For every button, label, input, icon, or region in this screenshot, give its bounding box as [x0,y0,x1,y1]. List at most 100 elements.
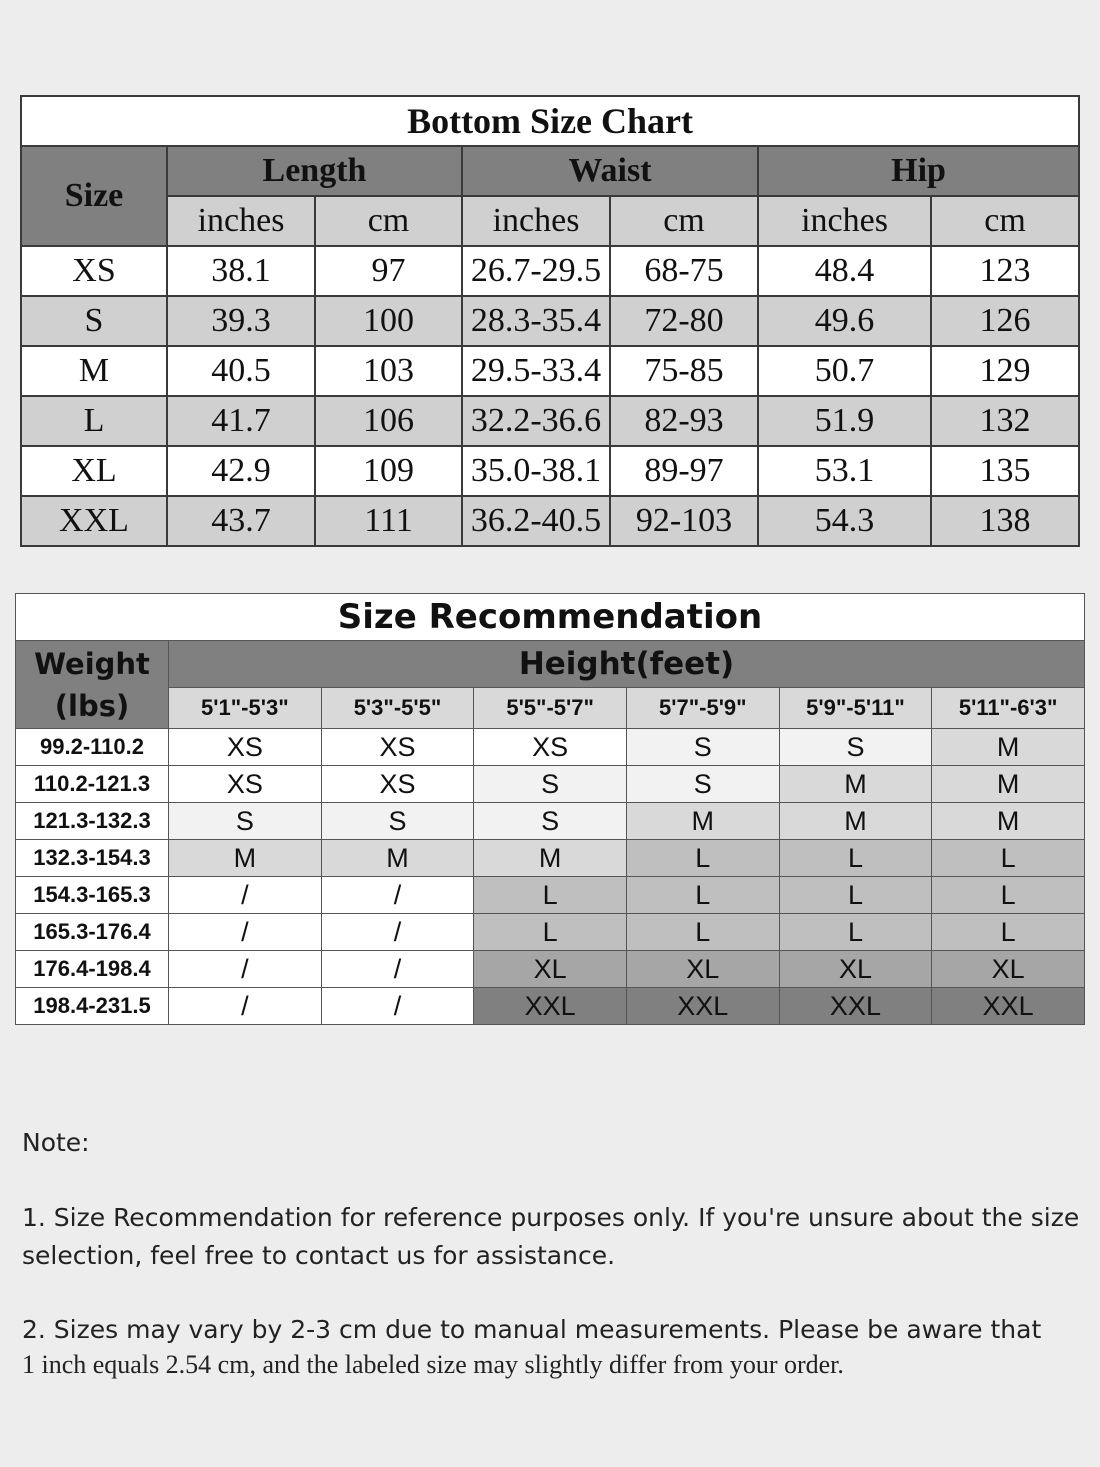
measurement-cell: 138 [929,495,1081,547]
recommended-size-cell: / [168,913,322,951]
recommended-size-cell: L [778,913,933,951]
measurement-cell: 43.7 [166,495,316,547]
table-row: XS 38.1 97 26.7-29.5 68-75 48.4 123 [20,245,1081,297]
weight-range-cell: 99.2-110.2 [15,728,169,766]
weight-range-cell: 154.3-165.3 [15,876,169,914]
size-cell: M [20,345,168,397]
height-range-header: 5'9"-5'11" [778,687,933,729]
measurement-cell: 111 [314,495,463,547]
measurement-cell: 100 [314,295,463,347]
recommended-size-cell: M [473,839,627,877]
recommended-size-cell: M [778,765,933,803]
recommended-size-cell: L [931,913,1085,951]
measurement-cell: 26.7-29.5 [461,245,611,297]
measurement-cell: 51.9 [757,395,932,447]
measurement-cell: 49.6 [757,295,932,347]
note-1: 1. Size Recommendation for reference pur… [22,1203,1080,1270]
recommended-size-cell: L [473,913,627,951]
measurement-cell: 41.7 [166,395,316,447]
table-row: 165.3-176.4// L L L L [15,913,1085,951]
height-range-header: 5'11"-6'3" [931,687,1085,729]
measurement-cell: 132 [929,395,1081,447]
recommendation-title: Size Recommendation [15,593,1085,641]
recommended-size-cell: S [625,765,780,803]
table-row: M 40.5 103 29.5-33.4 75-85 50.7 129 [20,345,1081,397]
measurement-cell: 42.9 [166,445,316,497]
size-cell: XXL [20,495,168,547]
weight-range-cell: 176.4-198.4 [15,950,169,988]
recommended-size-cell: L [625,839,780,877]
table-row: S 39.3 100 28.3-35.4 72-80 49.6 126 [20,295,1081,347]
unit-header: inches [757,195,932,247]
table-row: 121.3-132.3 S S S M M M [15,802,1085,840]
measurement-cell: 72-80 [609,295,759,347]
measurement-cell: 123 [929,245,1081,297]
note-heading: Note: [22,1128,90,1157]
unit-header: cm [609,195,759,247]
recommended-size-cell: XS [320,765,475,803]
measurement-cell: 39.3 [166,295,316,347]
recommended-size-cell: XL [931,950,1085,988]
recommended-size-cell: / [320,950,475,988]
recommended-size-cell: M [931,802,1085,840]
recommended-size-cell: L [625,876,780,914]
measurement-cell: 53.1 [757,445,932,497]
height-range-header: 5'7"-5'9" [625,687,780,729]
measurement-cell: 29.5-33.4 [461,345,611,397]
hip-header: Hip [756,145,1081,197]
length-header: Length [166,145,463,197]
height-range-header: 5'1"-5'3" [168,687,322,729]
size-cell: XL [20,445,168,497]
recommended-size-cell: L [931,876,1085,914]
recommended-size-cell: S [473,765,627,803]
height-header: Height(feet) [168,640,1085,688]
weight-header: Weight (lbs) [15,640,169,729]
table-row: 99.2-110.2 XS XS XS S S M [15,728,1085,766]
unit-header: inches [166,195,316,247]
recommended-size-cell: S [168,802,322,840]
measurement-cell: 75-85 [609,345,759,397]
measurement-cell: 126 [929,295,1081,347]
measurement-cell: 97 [314,245,463,297]
recommended-size-cell: / [168,987,322,1025]
size-cell: L [20,395,168,447]
table-row: L 41.7 106 32.2-36.6 82-93 51.9 132 [20,395,1081,447]
measurement-cell: 106 [314,395,463,447]
recommended-size-cell: XL [625,950,780,988]
recommended-size-cell: S [778,728,933,766]
note-2-continued: 1 inch equals 2.54 cm, and the labeled s… [22,1350,844,1379]
chart-title: Bottom Size Chart [19,95,1081,147]
size-header: Size [20,145,168,247]
table-row: 154.3-165.3// L L L L [15,876,1085,914]
recommended-size-cell: XXL [625,987,780,1025]
recommended-size-cell: / [168,950,322,988]
measurement-cell: 35.0-38.1 [461,445,611,497]
table-row: 132.3-154.3 M M M L L L [15,839,1085,877]
recommended-size-cell: L [625,913,780,951]
measurement-cell: 92-103 [609,495,759,547]
recommended-size-cell: XL [778,950,933,988]
weight-range-cell: 132.3-154.3 [15,839,169,877]
recommended-size-cell: XXL [473,987,627,1025]
table-row: XL 42.9 109 35.0-38.1 89-97 53.1 135 [20,445,1081,497]
measurement-cell: 89-97 [609,445,759,497]
table-row: 110.2-121.3 XS XS S S M M [15,765,1085,803]
height-range-header: 5'3"-5'5" [320,687,475,729]
recommended-size-cell: / [168,876,322,914]
table-row: XXL 43.7 111 36.2-40.5 92-103 54.3 138 [20,495,1081,547]
recommended-size-cell: M [168,839,322,877]
recommended-size-cell: / [320,876,475,914]
measurement-cell: 135 [929,445,1081,497]
recommended-size-cell: M [931,728,1085,766]
measurement-cell: 129 [929,345,1081,397]
recommended-size-cell: L [778,876,933,914]
measurement-cell: 32.2-36.6 [461,395,611,447]
recommended-size-cell: XS [168,765,322,803]
recommended-size-cell: L [931,839,1085,877]
waist-header: Waist [461,145,759,197]
recommended-size-cell: / [320,987,475,1025]
recommended-size-cell: XS [473,728,627,766]
weight-range-cell: 198.4-231.5 [15,987,169,1025]
size-recommendation-table: Size Recommendation Weight (lbs) Height(f… [15,593,1085,1025]
size-cell: S [20,295,168,347]
